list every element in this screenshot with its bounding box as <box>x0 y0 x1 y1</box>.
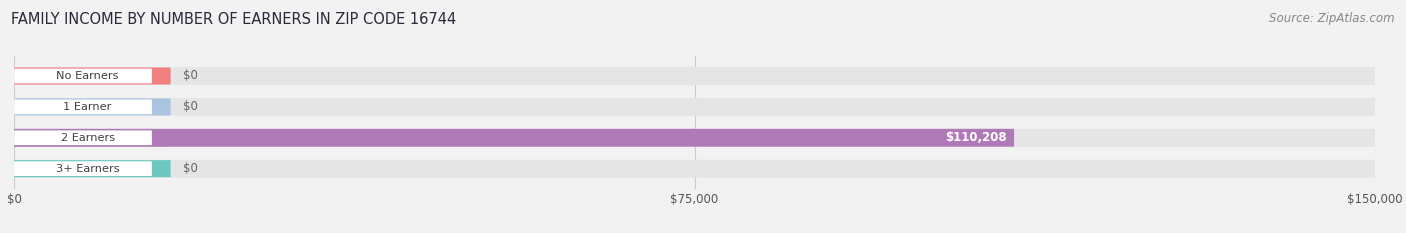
Text: $0: $0 <box>183 162 198 175</box>
Text: 2 Earners: 2 Earners <box>60 133 115 143</box>
FancyBboxPatch shape <box>14 161 152 176</box>
Text: Source: ZipAtlas.com: Source: ZipAtlas.com <box>1270 12 1395 25</box>
FancyBboxPatch shape <box>14 129 170 146</box>
FancyBboxPatch shape <box>14 160 170 177</box>
FancyBboxPatch shape <box>14 98 1375 116</box>
FancyBboxPatch shape <box>14 160 1375 178</box>
FancyBboxPatch shape <box>14 98 170 115</box>
Text: $110,208: $110,208 <box>946 131 1007 144</box>
FancyBboxPatch shape <box>14 69 152 83</box>
FancyBboxPatch shape <box>14 129 1375 147</box>
FancyBboxPatch shape <box>14 68 170 85</box>
Text: 3+ Earners: 3+ Earners <box>56 164 120 174</box>
Text: $0: $0 <box>183 69 198 82</box>
Text: No Earners: No Earners <box>56 71 120 81</box>
FancyBboxPatch shape <box>14 129 1014 147</box>
FancyBboxPatch shape <box>14 67 1375 85</box>
Text: FAMILY INCOME BY NUMBER OF EARNERS IN ZIP CODE 16744: FAMILY INCOME BY NUMBER OF EARNERS IN ZI… <box>11 12 457 27</box>
FancyBboxPatch shape <box>14 99 152 114</box>
Text: 1 Earner: 1 Earner <box>63 102 112 112</box>
FancyBboxPatch shape <box>14 130 152 145</box>
Text: $0: $0 <box>183 100 198 113</box>
